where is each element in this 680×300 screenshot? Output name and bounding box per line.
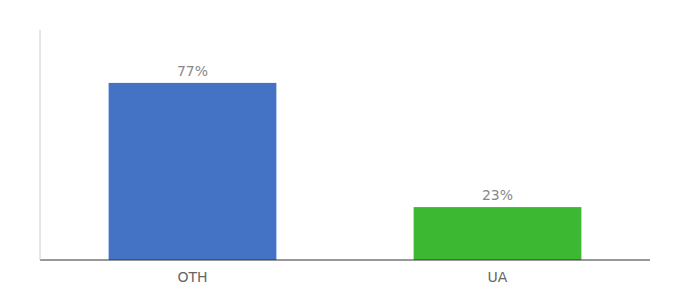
data-label: 77% <box>177 63 208 79</box>
bar <box>414 207 582 260</box>
x-axis-line <box>40 260 650 261</box>
bar <box>109 83 277 260</box>
x-tick-label: OTH <box>177 269 207 285</box>
x-tick-label: UA <box>488 269 508 285</box>
y-axis-line <box>40 30 41 260</box>
chart-container: 77% 23% OTH UA <box>0 0 680 300</box>
bars <box>109 83 582 260</box>
chart: 77% 23% OTH UA <box>0 0 680 300</box>
data-label: 23% <box>482 187 513 203</box>
